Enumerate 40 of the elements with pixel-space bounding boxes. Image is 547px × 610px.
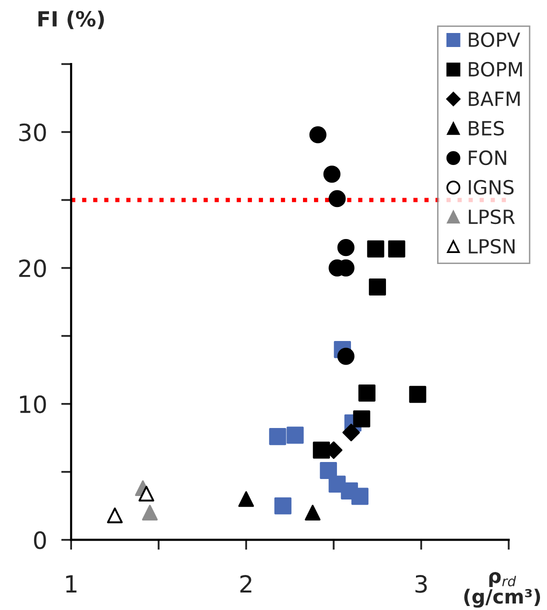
x-axis-title: ρ$_{rd}$ (g/cm³) (464, 572, 540, 608)
x-tick-label: 2 (240, 574, 252, 593)
point (337, 239, 354, 256)
point (304, 504, 321, 521)
point (351, 488, 368, 505)
point (353, 410, 370, 428)
point (409, 386, 426, 403)
y-tick-label: 30 (19, 123, 46, 142)
y-tick-label: 10 (20, 395, 46, 414)
point (320, 462, 337, 480)
legend-label: IGNS (468, 180, 514, 195)
point (238, 491, 254, 507)
legend-label: BES (468, 120, 504, 136)
point (388, 240, 406, 258)
point (269, 428, 286, 446)
point (309, 126, 326, 144)
point (367, 240, 384, 258)
point (358, 384, 376, 402)
point (337, 348, 354, 365)
legend-label: BAFM (468, 92, 520, 106)
point (342, 424, 360, 442)
legend-label: FON (468, 150, 506, 166)
point (142, 504, 158, 521)
legend-label: BOPM (468, 62, 522, 77)
point (323, 166, 340, 183)
y-tick-label: 0 (34, 531, 46, 550)
point (138, 486, 154, 502)
point (107, 508, 123, 524)
point (328, 190, 346, 208)
legend-label: LPSR (468, 209, 515, 224)
point (274, 497, 292, 514)
y-axis-title: FI (%) (38, 10, 104, 30)
y-tick-label: 20 (19, 259, 46, 278)
point (312, 442, 330, 459)
point (286, 426, 304, 444)
x-tick-label: 1 (66, 575, 76, 593)
point (368, 278, 386, 296)
legend-label: BOPV (468, 32, 520, 48)
legend-label: LPSN (468, 238, 515, 254)
x-tick-label: 3 (415, 574, 427, 593)
